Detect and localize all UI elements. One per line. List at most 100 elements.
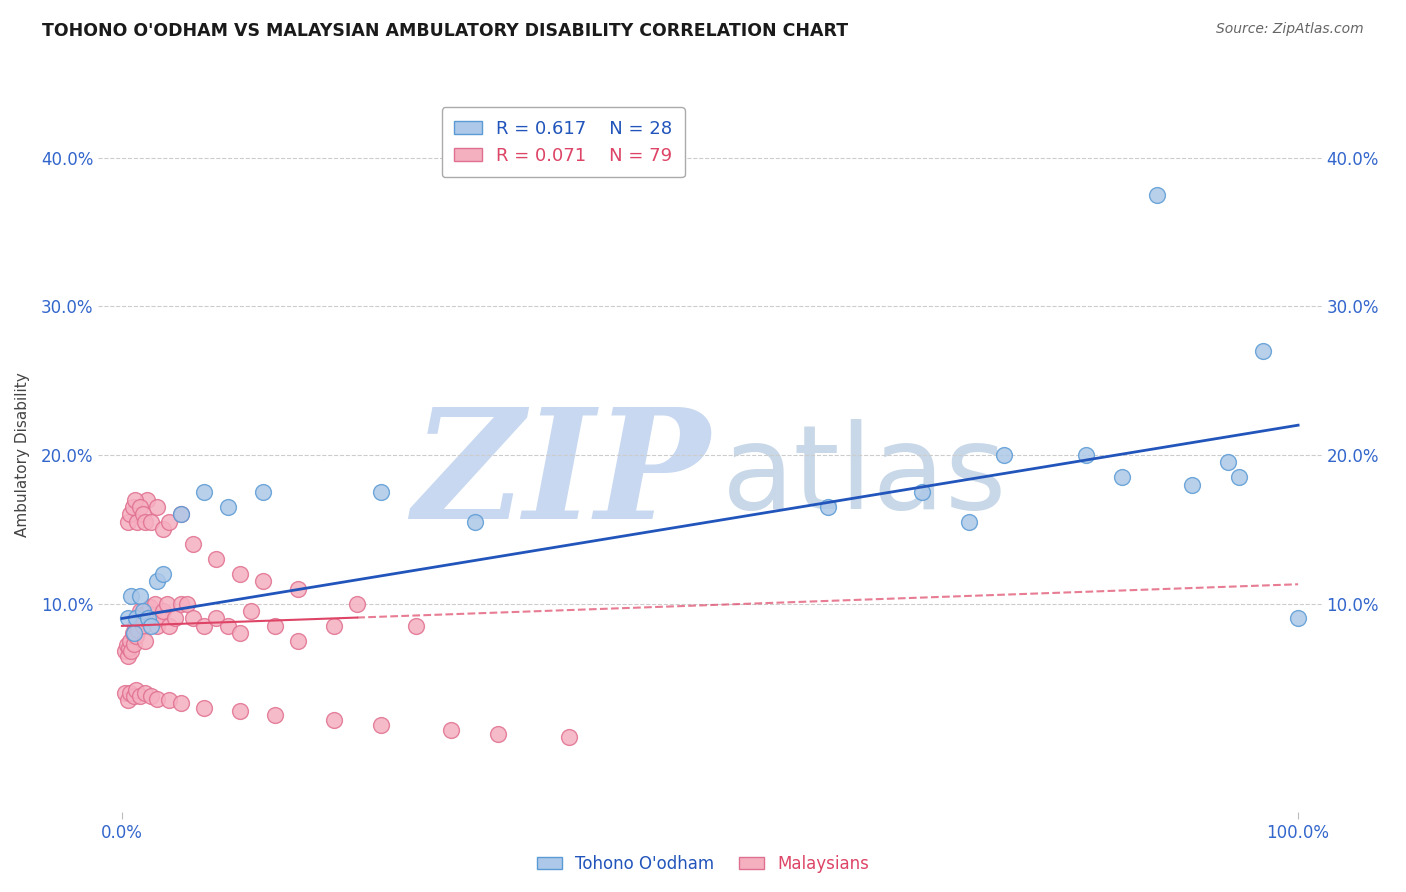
Point — [132, 619, 155, 633]
Point — [152, 522, 174, 536]
Point — [405, 619, 427, 633]
Point — [370, 718, 392, 732]
Point — [134, 686, 156, 700]
Point — [120, 508, 142, 522]
Point — [486, 727, 509, 741]
Point — [141, 515, 163, 529]
Point — [120, 644, 142, 658]
Point — [240, 604, 263, 618]
Text: atlas: atlas — [723, 419, 1008, 533]
Point — [141, 608, 163, 623]
Point — [440, 723, 463, 737]
Point — [122, 637, 145, 651]
Point — [136, 611, 159, 625]
Point — [120, 633, 142, 648]
Point — [146, 574, 169, 589]
Point — [117, 515, 139, 529]
Point — [124, 492, 146, 507]
Point — [128, 589, 150, 603]
Point — [1111, 470, 1133, 484]
Point — [143, 597, 166, 611]
Point — [1216, 455, 1239, 469]
Point — [205, 552, 228, 566]
Point — [322, 713, 344, 727]
Point — [115, 638, 138, 652]
Point — [181, 537, 204, 551]
Point — [114, 686, 136, 700]
Text: ZIP: ZIP — [412, 401, 710, 551]
Point — [117, 611, 139, 625]
Point — [193, 619, 215, 633]
Y-axis label: Ambulatory Disability: Ambulatory Disability — [15, 373, 30, 537]
Point — [817, 500, 839, 514]
Legend: R = 0.617    N = 28, R = 0.071    N = 79: R = 0.617 N = 28, R = 0.071 N = 79 — [441, 107, 685, 178]
Point — [252, 574, 274, 589]
Point — [117, 648, 139, 663]
Point — [157, 619, 180, 633]
Point — [132, 508, 155, 522]
Point — [193, 485, 215, 500]
Point — [141, 689, 163, 703]
Point — [1251, 343, 1274, 358]
Point — [127, 611, 149, 625]
Point — [157, 515, 180, 529]
Point — [125, 682, 148, 697]
Point — [128, 500, 150, 514]
Point — [118, 641, 141, 656]
Point — [134, 611, 156, 625]
Point — [558, 731, 581, 745]
Point — [1286, 611, 1309, 625]
Point — [263, 708, 285, 723]
Point — [132, 604, 155, 618]
Point — [128, 689, 150, 703]
Point — [263, 619, 285, 633]
Point — [993, 448, 1015, 462]
Point — [136, 604, 159, 618]
Point — [157, 693, 180, 707]
Point — [181, 611, 204, 625]
Text: Source: ZipAtlas.com: Source: ZipAtlas.com — [1216, 22, 1364, 37]
Point — [146, 691, 169, 706]
Point — [205, 611, 228, 625]
Point — [170, 508, 193, 522]
Point — [1076, 448, 1098, 462]
Point — [170, 696, 193, 710]
Point — [134, 633, 156, 648]
Point — [125, 611, 148, 625]
Point — [957, 515, 980, 529]
Point — [134, 515, 156, 529]
Point — [135, 492, 157, 507]
Point — [120, 589, 142, 603]
Point — [122, 626, 145, 640]
Point — [163, 611, 186, 625]
Point — [322, 619, 344, 633]
Text: TOHONO O'ODHAM VS MALAYSIAN AMBULATORY DISABILITY CORRELATION CHART: TOHONO O'ODHAM VS MALAYSIAN AMBULATORY D… — [42, 22, 848, 40]
Point — [193, 700, 215, 714]
Point — [464, 515, 486, 529]
Point — [146, 619, 169, 633]
Point — [170, 508, 193, 522]
Point — [217, 500, 239, 514]
Point — [139, 599, 162, 614]
Point — [127, 515, 149, 529]
Point — [370, 485, 392, 500]
Point — [228, 566, 250, 581]
Point — [152, 566, 174, 581]
Point — [121, 626, 143, 640]
Point — [1146, 187, 1168, 202]
Point — [1181, 477, 1204, 491]
Point — [129, 615, 152, 629]
Point — [114, 644, 136, 658]
Point — [149, 611, 172, 625]
Point — [131, 608, 153, 623]
Point — [156, 597, 179, 611]
Point — [122, 689, 145, 703]
Point — [176, 597, 198, 611]
Point — [1227, 470, 1250, 484]
Point — [121, 500, 143, 514]
Point — [228, 626, 250, 640]
Point — [127, 624, 149, 638]
Point — [170, 597, 193, 611]
Point — [287, 633, 309, 648]
Point — [117, 693, 139, 707]
